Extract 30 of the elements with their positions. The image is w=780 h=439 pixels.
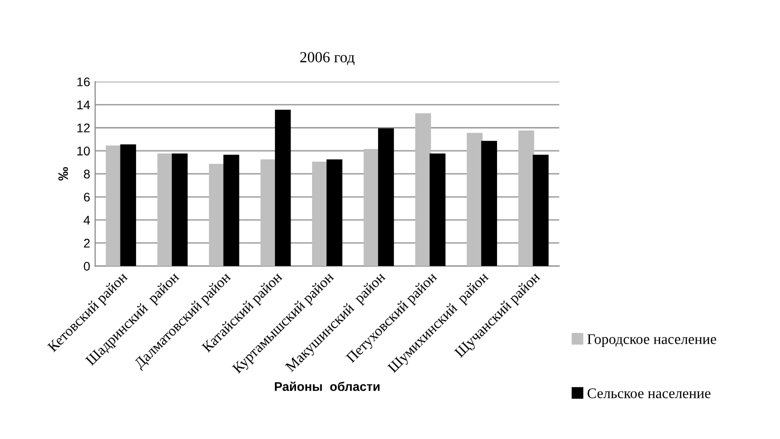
- y-tick-label: 8: [84, 170, 90, 178]
- y-tick-label: 2: [84, 238, 90, 248]
- bar: [326, 159, 342, 266]
- y-tick-label: 10: [77, 146, 90, 156]
- bar: [157, 154, 174, 266]
- bar: [518, 130, 534, 266]
- y-tick-label: 12: [77, 124, 90, 132]
- x-axis-title: Районы области: [274, 382, 380, 391]
- bar: [532, 154, 549, 266]
- bar: [415, 113, 432, 266]
- bar: [208, 164, 225, 266]
- bar: [481, 140, 498, 266]
- y-tick-label: 4: [84, 216, 90, 224]
- y-tick-label: 16: [77, 77, 90, 86]
- bar: [120, 144, 136, 266]
- bar: [430, 154, 446, 266]
- bar: [223, 154, 240, 266]
- legend-label: Городское население: [587, 334, 716, 348]
- bar: [378, 128, 394, 266]
- bar: [274, 110, 291, 266]
- y-tick-label: 6: [84, 192, 90, 202]
- y-axis-title: ‰: [58, 167, 68, 181]
- y-tick-label: 14: [77, 100, 90, 110]
- bar: [260, 159, 276, 266]
- y-tick-label: 0: [84, 262, 90, 271]
- chart-title: 2006 год: [300, 52, 354, 66]
- bar: [312, 162, 328, 266]
- bar: [172, 154, 188, 266]
- legend-label: Сельское население: [588, 388, 710, 398]
- bar: [364, 148, 380, 266]
